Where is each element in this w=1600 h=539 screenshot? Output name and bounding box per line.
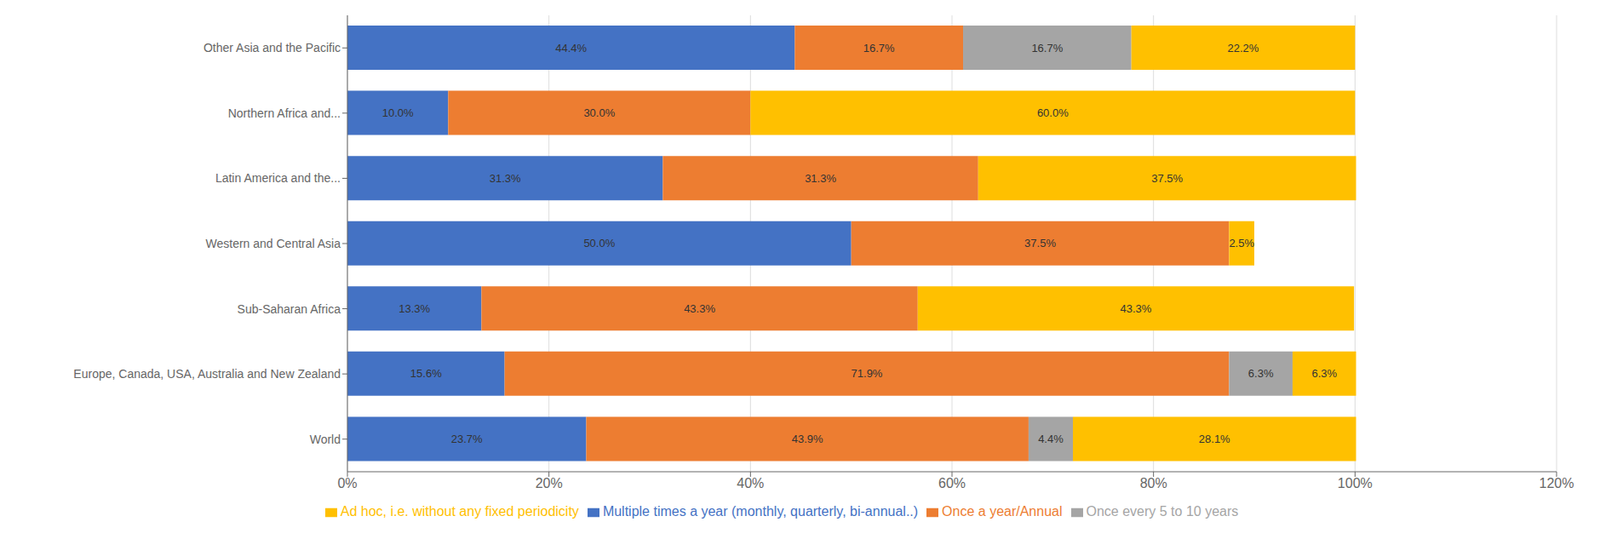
svg-text:60.0%: 60.0% — [1037, 106, 1069, 120]
svg-text:37.5%: 37.5% — [1024, 236, 1056, 250]
svg-text:31.3%: 31.3% — [804, 172, 837, 185]
svg-text:43.3%: 43.3% — [1120, 302, 1153, 316]
svg-text:23.7%: 23.7% — [451, 432, 483, 446]
svg-text:Western and Central Asia: Western and Central Asia — [206, 236, 342, 251]
svg-text:28.1%: 28.1% — [1198, 432, 1231, 446]
svg-text:43.3%: 43.3% — [683, 302, 716, 316]
svg-text:0%: 0% — [337, 475, 357, 491]
svg-text:Europe, Canada, USA, Australia: Europe, Canada, USA, Australia and New Z… — [73, 367, 341, 381]
svg-text:World: World — [309, 432, 341, 447]
svg-text:2.5%: 2.5% — [1228, 236, 1255, 250]
svg-text:44.4%: 44.4% — [555, 41, 587, 55]
svg-text:15.6%: 15.6% — [410, 367, 442, 380]
svg-text:120%: 120% — [1539, 475, 1575, 491]
html-text:Once every 5 to 10 years: Once every 5 to 10 years — [1086, 504, 1239, 519]
svg-text:Sub-Saharan Africa: Sub-Saharan Africa — [237, 302, 342, 316]
svg-text:22.2%: 22.2% — [1227, 41, 1260, 55]
html-text:Once a year/Annual: Once a year/Annual — [941, 504, 1063, 519]
svg-text:6.3%: 6.3% — [1248, 367, 1274, 380]
svg-text:10.0%: 10.0% — [382, 106, 414, 120]
svg-text:31.3%: 31.3% — [489, 172, 522, 185]
html-text:Ad hoc, i.e. without any fixed: Ad hoc, i.e. without any fixed periodici… — [340, 504, 579, 519]
svg-text:50.0%: 50.0% — [583, 236, 615, 250]
svg-text:13.3%: 13.3% — [398, 302, 431, 316]
svg-text:37.5%: 37.5% — [1151, 172, 1183, 185]
svg-text:80%: 80% — [1140, 475, 1168, 491]
svg-text:Other Asia and the Pacific: Other Asia and the Pacific — [203, 40, 341, 55]
svg-text:Northern Africa and...: Northern Africa and... — [228, 106, 341, 121]
svg-text:4.4%: 4.4% — [1037, 432, 1064, 446]
svg-text:60%: 60% — [938, 475, 966, 491]
svg-text:43.9%: 43.9% — [791, 432, 824, 446]
svg-text:Latin America and the...: Latin America and the... — [215, 171, 341, 185]
svg-text:30.0%: 30.0% — [583, 106, 615, 120]
html-text:Multiple times a year (monthly: Multiple times a year (monthly, quarterl… — [602, 504, 919, 519]
svg-text:16.7%: 16.7% — [1031, 41, 1063, 55]
svg-text:6.3%: 6.3% — [1311, 367, 1337, 380]
svg-text:20%: 20% — [535, 475, 563, 491]
svg-text:16.7%: 16.7% — [863, 41, 895, 55]
svg-text:71.9%: 71.9% — [851, 367, 884, 380]
svg-text:100%: 100% — [1337, 475, 1373, 491]
svg-text:40%: 40% — [736, 475, 764, 491]
